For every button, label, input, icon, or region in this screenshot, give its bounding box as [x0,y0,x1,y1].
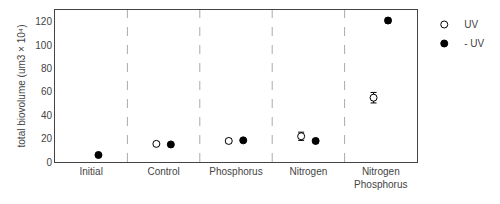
svg-text:60: 60 [41,86,53,97]
svg-text:NitrogenPhosphorus: NitrogenPhosphorus [354,166,407,190]
svg-text:total biovolume (um3 × 10⁴): total biovolume (um3 × 10⁴) [16,25,27,148]
svg-text:Control: Control [147,166,179,177]
svg-text:0: 0 [46,157,52,168]
svg-text:Initial: Initial [80,166,103,177]
svg-text:20: 20 [41,133,53,144]
svg-text:100: 100 [35,40,52,51]
svg-text:Nitrogen: Nitrogen [289,166,327,177]
svg-text:40: 40 [41,110,53,121]
svg-text:UV: UV [464,19,478,30]
svg-text:80: 80 [41,63,53,74]
svg-text:Phosphorus: Phosphorus [209,166,262,177]
svg-text:120: 120 [35,16,52,27]
svg-text:- UV: - UV [464,38,484,49]
